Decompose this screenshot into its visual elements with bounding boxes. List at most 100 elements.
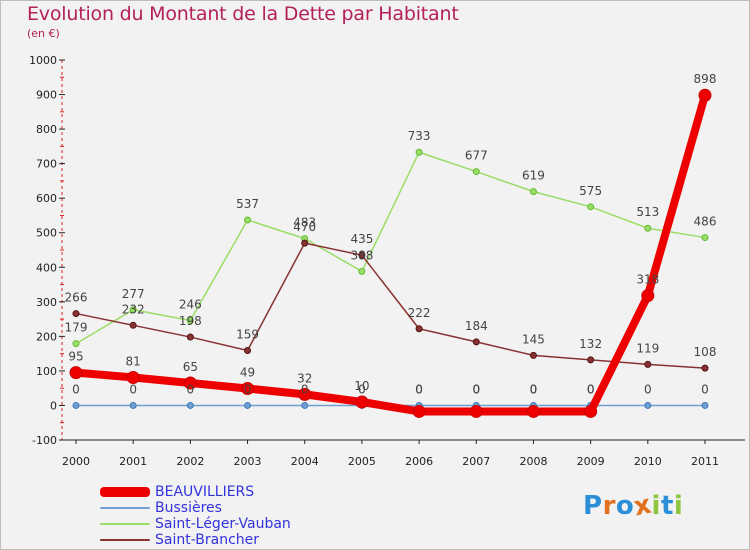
- data-label: 0: [129, 382, 137, 396]
- logo-letter: t: [660, 491, 674, 521]
- data-point: [244, 216, 252, 224]
- y-tick-label: 0: [50, 399, 57, 412]
- logo-letter: i: [651, 491, 661, 521]
- data-point: [529, 188, 537, 196]
- data-point: [644, 360, 652, 368]
- data-label: 0: [301, 382, 309, 396]
- proxiti-logo: Proxiti: [583, 490, 684, 523]
- series-line-0: [72, 91, 709, 416]
- data-point: [186, 316, 194, 324]
- data-label: 575: [579, 184, 602, 198]
- series-line-2: [75, 151, 706, 345]
- data-label: 0: [472, 382, 480, 396]
- data-label: 619: [522, 169, 545, 183]
- data-point: [472, 168, 480, 176]
- data-label: 145: [522, 332, 545, 346]
- data-label: 677: [465, 149, 488, 163]
- data-label: 388: [350, 248, 373, 262]
- data-point: [301, 239, 309, 247]
- x-tick-label: 2000: [62, 455, 90, 468]
- x-tick-label: 2005: [348, 455, 376, 468]
- x-tick-label: 2002: [176, 455, 204, 468]
- legend-swatch: [100, 539, 150, 541]
- x-tick-label: 2003: [234, 455, 262, 468]
- data-label: 32: [297, 371, 312, 385]
- x-tick-label: 2008: [519, 455, 547, 468]
- data-point: [69, 366, 83, 380]
- data-label: 0: [472, 382, 480, 396]
- y-tick-label: 700: [36, 158, 57, 171]
- data-label: 0: [644, 382, 652, 396]
- data-point: [186, 333, 194, 341]
- plot-area: [62, 60, 745, 440]
- data-point: [183, 376, 197, 390]
- x-tick-label: 2006: [405, 455, 433, 468]
- data-point: [644, 401, 652, 409]
- legend-label: BEAUVILLIERS: [155, 484, 255, 500]
- data-label: 0: [358, 382, 366, 396]
- data-label: 486: [694, 215, 717, 229]
- data-point: [301, 401, 309, 409]
- data-point: [412, 404, 426, 418]
- data-label: 733: [408, 129, 431, 143]
- data-point: [641, 289, 655, 303]
- data-label: 0: [701, 382, 709, 396]
- data-label: 0: [530, 382, 538, 396]
- data-label: 266: [65, 291, 88, 305]
- data-point: [244, 347, 252, 355]
- data-point: [698, 88, 712, 102]
- legend-label: Bussières: [155, 500, 222, 516]
- data-point: [72, 310, 80, 318]
- data-label: 49: [240, 366, 255, 380]
- data-label: 513: [636, 205, 659, 219]
- data-label: 0: [187, 382, 195, 396]
- data-point: [701, 401, 709, 409]
- y-tick-label: 1000: [29, 54, 57, 67]
- data-label: 483: [293, 216, 316, 230]
- data-label: 179: [65, 321, 88, 335]
- y-tick-label: 900: [36, 89, 57, 102]
- data-label: 81: [126, 354, 141, 368]
- data-point: [72, 340, 80, 348]
- data-point: [358, 251, 366, 259]
- data-point: [129, 306, 137, 314]
- data-point: [298, 387, 312, 401]
- y-tick-label: 200: [36, 330, 57, 343]
- chart-subtitle: (en €): [27, 27, 60, 40]
- logo-letter: i: [673, 491, 684, 521]
- data-label: 0: [244, 382, 252, 396]
- legend-swatch: [100, 487, 150, 497]
- logo-letter: P: [583, 491, 603, 521]
- data-label: 0: [415, 382, 423, 396]
- y-tick-label: 400: [36, 261, 57, 274]
- data-label: 108: [694, 345, 717, 359]
- data-label: 246: [179, 297, 202, 311]
- data-label: 435: [350, 232, 373, 246]
- data-point: [472, 338, 480, 346]
- data-point: [186, 401, 194, 409]
- data-label: 232: [122, 302, 145, 316]
- data-point: [72, 401, 80, 409]
- data-point: [415, 148, 423, 156]
- logo-letter: o: [615, 491, 635, 521]
- data-point: [529, 351, 537, 359]
- data-point: [469, 404, 483, 418]
- data-label: 159: [236, 328, 259, 342]
- data-label: 184: [465, 319, 488, 333]
- data-label: 0: [415, 382, 423, 396]
- data-point: [584, 404, 598, 418]
- data-point: [244, 401, 252, 409]
- legend-swatch: [100, 523, 150, 525]
- x-tick-label: 2004: [291, 455, 319, 468]
- y-tick-label: 500: [36, 227, 57, 240]
- x-tick-label: 2007: [462, 455, 490, 468]
- data-label: 898: [694, 72, 717, 86]
- x-tick-label: 2001: [119, 455, 147, 468]
- data-label: 277: [122, 287, 145, 301]
- legend-label: Saint-Brancher: [155, 532, 260, 548]
- data-point: [701, 234, 709, 242]
- legend-label: Saint-Léger-Vauban: [155, 516, 291, 532]
- data-label: 222: [408, 306, 431, 320]
- data-point: [587, 203, 595, 211]
